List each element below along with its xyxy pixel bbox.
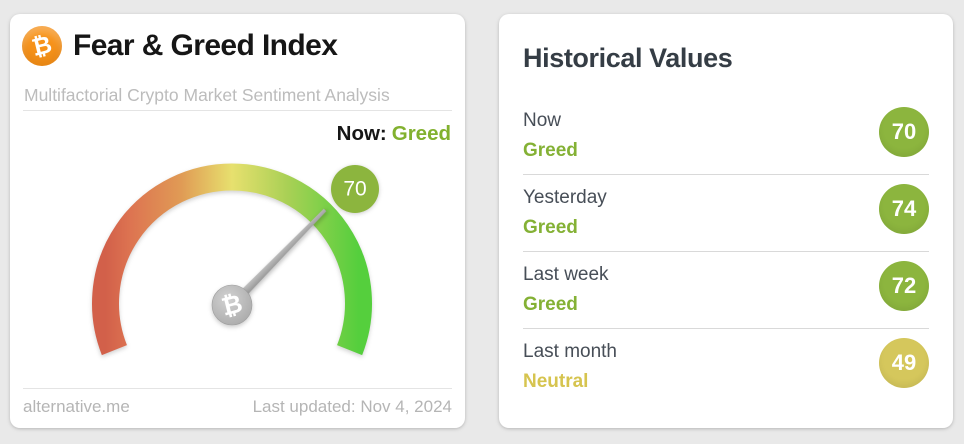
alternative-me-link[interactable]: alternative.me <box>23 397 130 416</box>
current-sentiment: Now: Greed <box>337 122 451 146</box>
gauge-value-badge: 70 <box>331 165 379 213</box>
value-badge: 72 <box>879 261 929 311</box>
bitcoin-glyph: ₿ <box>29 30 55 62</box>
last-updated-text: Last updated: Nov 4, 2024 <box>252 397 452 416</box>
gauge-value-label: 70 <box>343 178 366 201</box>
history-row-now: Now Greed 70 <box>523 107 929 174</box>
page-title: Fear & Greed Index <box>73 29 338 62</box>
now-label: Now: <box>336 122 387 145</box>
row-divider <box>523 174 929 175</box>
row-divider <box>523 251 929 252</box>
sentiment-label: Greed <box>523 294 578 315</box>
fear-greed-card: ₿ Fear & Greed Index Multifactorial Cryp… <box>10 14 465 428</box>
period-label: Now <box>523 110 562 131</box>
value-badge: 70 <box>879 107 929 157</box>
now-value: Greed <box>391 122 451 145</box>
header-divider <box>23 110 452 111</box>
history-row-yesterday: Yesterday Greed 74 <box>523 184 929 251</box>
history-row-last-week: Last week Greed 72 <box>523 261 929 328</box>
fear-greed-header: ₿ Fear & Greed Index <box>22 26 338 66</box>
history-row-last-month: Last month Neutral 49 <box>523 338 929 405</box>
gauge-needle-icon <box>221 208 327 316</box>
bitcoin-icon: ₿ <box>22 26 62 66</box>
historical-values-card: Historical Values Now Greed 70 Yesterday… <box>499 14 953 428</box>
gauge-arc <box>92 163 372 356</box>
page-subtitle: Multifactorial Crypto Market Sentiment A… <box>24 85 390 105</box>
period-label: Last week <box>523 264 609 285</box>
sentiment-label: Neutral <box>523 371 589 392</box>
gauge-hub <box>211 284 253 326</box>
historical-values-title: Historical Values <box>523 43 733 73</box>
period-label: Last month <box>523 341 617 362</box>
value-badge: 74 <box>879 184 929 234</box>
sentiment-label: Greed <box>523 217 578 238</box>
footer-divider <box>23 388 452 389</box>
value-badge: 49 <box>879 338 929 388</box>
sentiment-label: Greed <box>523 140 578 161</box>
row-divider <box>523 328 929 329</box>
period-label: Yesterday <box>523 187 607 208</box>
card-footer: alternative.me Last updated: Nov 4, 2024 <box>23 397 452 417</box>
fear-greed-gauge: ₿ 70 <box>92 163 379 356</box>
